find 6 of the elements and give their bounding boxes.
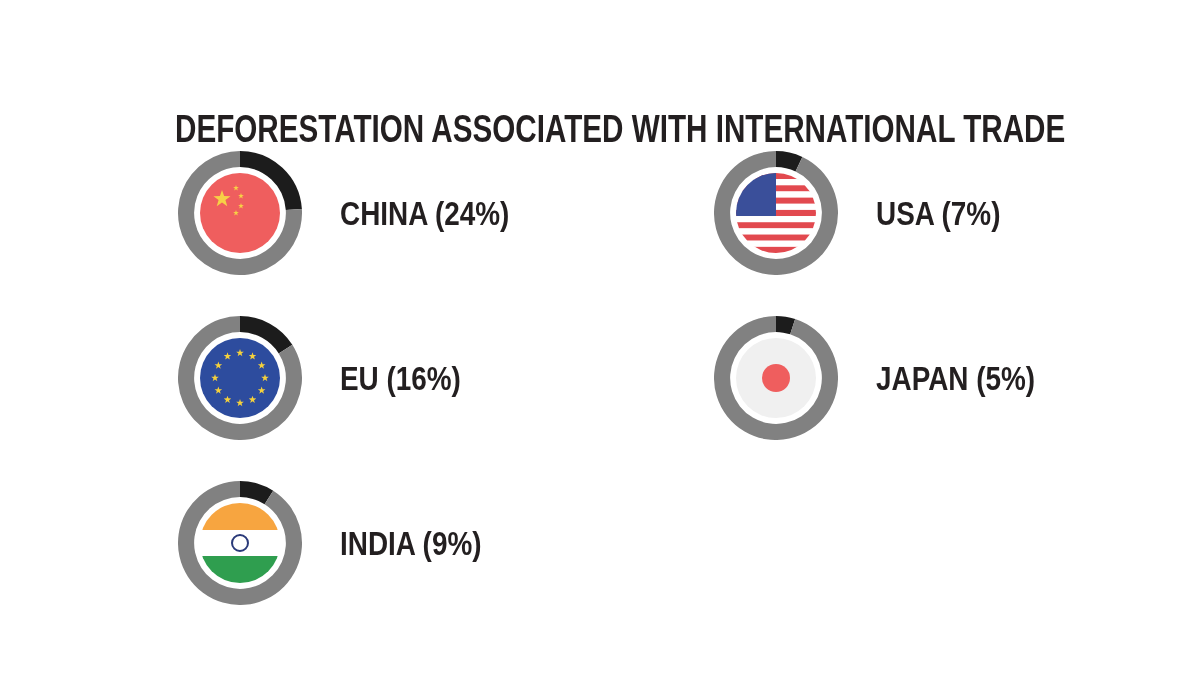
text: DEFORESTATION ASSOCIATED WITH INTERNATIONAL TRADE [175,108,1066,151]
text: USA (7%) [876,193,1001,234]
text: JAPAN (5%) [876,358,1036,399]
text: INDIA (9%) [340,523,482,564]
text: CHINA (24%) [340,193,510,234]
text: EU (16%) [340,358,461,399]
